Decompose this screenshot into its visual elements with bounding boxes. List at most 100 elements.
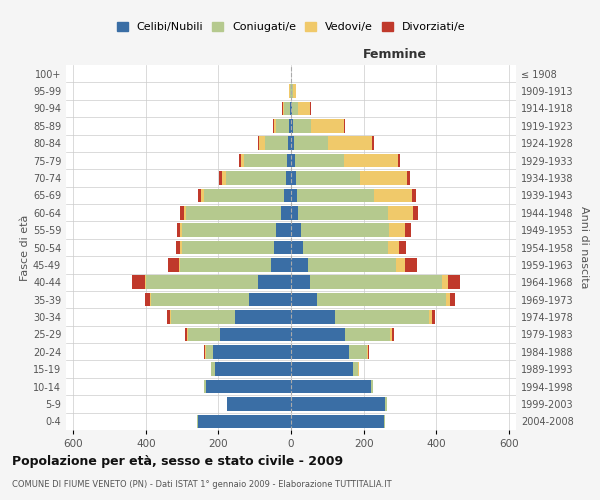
Bar xyxy=(204,188,284,202)
Bar xyxy=(283,102,284,115)
Bar xyxy=(274,240,291,254)
Y-axis label: Fasce di età: Fasce di età xyxy=(20,214,30,280)
Bar xyxy=(146,276,259,289)
Bar xyxy=(291,276,310,289)
Bar xyxy=(291,310,335,324)
Bar xyxy=(412,188,416,202)
Bar xyxy=(291,258,308,272)
Bar xyxy=(198,188,201,202)
Bar xyxy=(215,362,291,376)
Bar xyxy=(395,258,404,272)
Bar xyxy=(167,258,179,272)
Bar xyxy=(291,397,385,410)
Bar xyxy=(406,224,411,237)
Bar xyxy=(296,171,359,185)
Bar xyxy=(293,119,311,132)
Bar xyxy=(151,293,249,306)
Bar xyxy=(291,171,296,185)
Bar xyxy=(186,206,281,220)
Text: Femmine: Femmine xyxy=(362,48,427,62)
Bar xyxy=(404,258,417,272)
Bar xyxy=(291,414,383,428)
Bar xyxy=(182,224,276,237)
Bar xyxy=(372,136,374,150)
Bar xyxy=(227,397,291,410)
Bar xyxy=(291,293,317,306)
Bar xyxy=(449,293,455,306)
Bar xyxy=(407,171,410,185)
Bar xyxy=(291,380,371,394)
Bar xyxy=(335,310,429,324)
Bar xyxy=(385,397,387,410)
Bar xyxy=(291,328,345,341)
Bar xyxy=(448,276,460,289)
Bar xyxy=(344,154,398,168)
Bar xyxy=(181,258,271,272)
Bar xyxy=(293,84,296,98)
Bar xyxy=(291,154,295,168)
Bar xyxy=(349,345,367,358)
Bar xyxy=(291,119,293,132)
Bar xyxy=(359,171,407,185)
Text: Popolazione per età, sesso e stato civile - 2009: Popolazione per età, sesso e stato civil… xyxy=(12,455,343,468)
Bar xyxy=(392,328,394,341)
Bar xyxy=(206,345,213,358)
Bar xyxy=(220,328,291,341)
Bar xyxy=(291,345,349,358)
Bar xyxy=(374,188,412,202)
Bar xyxy=(413,206,418,220)
Bar xyxy=(398,154,400,168)
Bar xyxy=(292,84,293,98)
Bar xyxy=(301,224,389,237)
Bar xyxy=(132,276,145,289)
Bar xyxy=(277,119,289,132)
Bar xyxy=(271,258,291,272)
Bar xyxy=(181,206,184,220)
Y-axis label: Anni di nascita: Anni di nascita xyxy=(579,206,589,289)
Bar xyxy=(358,362,359,376)
Bar xyxy=(167,310,170,324)
Bar xyxy=(273,119,274,132)
Bar xyxy=(446,293,449,306)
Bar xyxy=(235,310,291,324)
Bar xyxy=(388,206,413,220)
Bar xyxy=(371,380,373,394)
Bar xyxy=(291,136,294,150)
Bar xyxy=(291,224,301,237)
Bar xyxy=(241,154,244,168)
Bar xyxy=(317,293,446,306)
Bar xyxy=(344,119,345,132)
Bar xyxy=(284,188,291,202)
Bar xyxy=(390,328,392,341)
Bar xyxy=(442,276,448,289)
Bar xyxy=(308,258,395,272)
Bar xyxy=(287,154,291,168)
Bar xyxy=(289,119,291,132)
Bar xyxy=(281,206,291,220)
Bar xyxy=(176,240,181,254)
Bar xyxy=(150,293,151,306)
Bar xyxy=(239,154,241,168)
Bar xyxy=(226,171,286,185)
Bar xyxy=(290,102,291,115)
Bar xyxy=(298,102,310,115)
Bar xyxy=(211,362,215,376)
Bar xyxy=(310,276,442,289)
Bar xyxy=(259,276,291,289)
Bar xyxy=(171,310,235,324)
Bar xyxy=(294,136,328,150)
Bar xyxy=(259,136,265,150)
Bar xyxy=(274,119,277,132)
Bar xyxy=(295,154,344,168)
Bar xyxy=(432,310,436,324)
Bar xyxy=(368,345,370,358)
Bar xyxy=(298,206,388,220)
Bar xyxy=(185,328,187,341)
Bar xyxy=(145,293,150,306)
Bar xyxy=(286,171,291,185)
Bar xyxy=(388,240,399,254)
Bar xyxy=(204,380,206,394)
Bar xyxy=(297,188,374,202)
Bar xyxy=(367,345,368,358)
Bar xyxy=(291,362,353,376)
